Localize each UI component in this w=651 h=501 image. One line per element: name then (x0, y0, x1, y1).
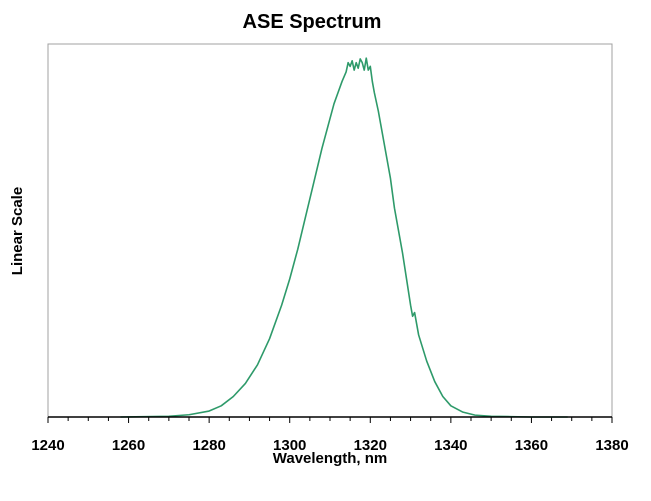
x-tick-label: 1340 (434, 437, 467, 454)
x-tick-label: 1320 (354, 437, 387, 454)
plot-area-frame (47, 43, 613, 418)
x-ticks-layer (47, 417, 613, 423)
series-layer (120, 57, 568, 418)
chart-title: ASE Spectrum (243, 11, 382, 33)
spectrum-series-line (120, 57, 568, 418)
x-tick-label: 1260 (112, 437, 145, 454)
x-tick-labels-layer: 1240 1260 1280 1300 1320 1340 1360 1380 (31, 437, 628, 454)
x-tick-label: 1360 (515, 437, 548, 454)
y-axis-label: Linear Scale (9, 187, 26, 275)
x-axis-label: Wavelength, nm (273, 450, 387, 467)
x-tick-label: 1300 (273, 437, 306, 454)
x-tick-label: 1240 (31, 437, 64, 454)
x-tick-label: 1280 (192, 437, 225, 454)
x-tick-label: 1380 (595, 437, 628, 454)
